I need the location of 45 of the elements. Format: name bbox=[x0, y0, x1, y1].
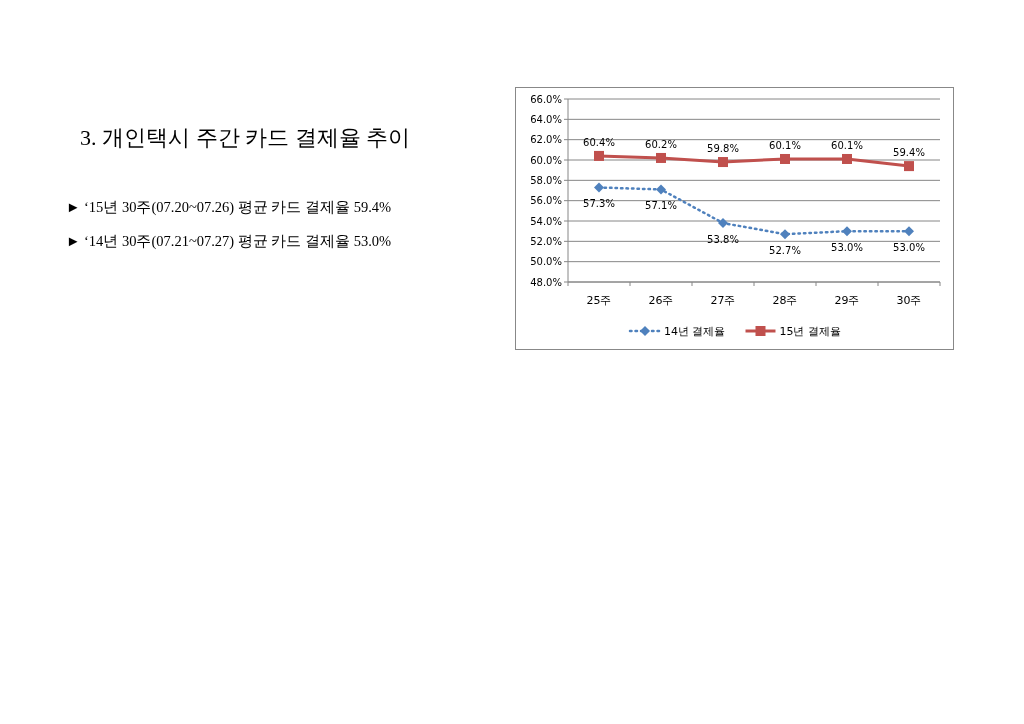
x-tick-label: 26주 bbox=[648, 294, 674, 307]
data-label: 53.0% bbox=[893, 242, 925, 254]
point bbox=[904, 226, 914, 237]
data-label: 53.0% bbox=[831, 242, 863, 254]
data-label: 59.4% bbox=[893, 147, 925, 159]
y-tick-label: 62.0% bbox=[530, 134, 562, 146]
text: ► ‘15년 30주(07.20~07.26) 평균 카드 결제율 59.4% bbox=[66, 199, 392, 216]
y-tick-label: 58.0% bbox=[530, 174, 562, 186]
y-tick-label: 50.0% bbox=[530, 256, 562, 268]
point bbox=[594, 182, 604, 193]
x-tick-label: 25주 bbox=[586, 294, 612, 307]
y-tick-label: 48.0% bbox=[530, 276, 562, 288]
y-tick-label: 52.0% bbox=[530, 235, 562, 247]
point bbox=[656, 152, 666, 163]
point bbox=[594, 150, 604, 161]
point bbox=[780, 229, 790, 240]
x-tick-label: 27주 bbox=[710, 294, 736, 307]
data-label: 60.4% bbox=[583, 136, 615, 148]
x-tick-label: 28주 bbox=[772, 294, 798, 307]
data-label: 52.7% bbox=[769, 245, 801, 257]
y-tick-label: 64.0% bbox=[530, 113, 562, 125]
text: ► ‘14년 30주(07.21~07.27) 평균 카드 결제율 53.0% bbox=[66, 233, 392, 250]
point bbox=[904, 161, 914, 172]
point bbox=[842, 153, 852, 164]
point bbox=[780, 153, 790, 164]
x-tick-label: 30주 bbox=[896, 294, 922, 307]
point bbox=[718, 218, 728, 229]
legend-label: 15년 결제율 bbox=[779, 325, 841, 338]
y-tick-label: 56.0% bbox=[530, 195, 562, 207]
point bbox=[718, 157, 728, 168]
x-tick-label: 29주 bbox=[834, 294, 860, 307]
data-label: 57.3% bbox=[583, 198, 615, 210]
data-label: 57.1% bbox=[645, 200, 677, 212]
data-label: 60.2% bbox=[645, 138, 677, 150]
y-tick-label: 54.0% bbox=[530, 215, 562, 227]
point bbox=[656, 184, 666, 195]
legend-label: 14년 결제율 bbox=[664, 325, 726, 338]
data-label: 59.8% bbox=[707, 143, 739, 155]
data-label: 60.1% bbox=[769, 139, 801, 151]
y-tick-label: 66.0% bbox=[530, 93, 562, 105]
data-label: 53.8% bbox=[707, 234, 739, 246]
point bbox=[842, 226, 852, 237]
text: 3. 개인택시 주간 카드 결제율 추이 bbox=[80, 125, 410, 150]
data-label: 60.1% bbox=[831, 139, 863, 151]
y-tick-label: 60.0% bbox=[530, 154, 562, 166]
